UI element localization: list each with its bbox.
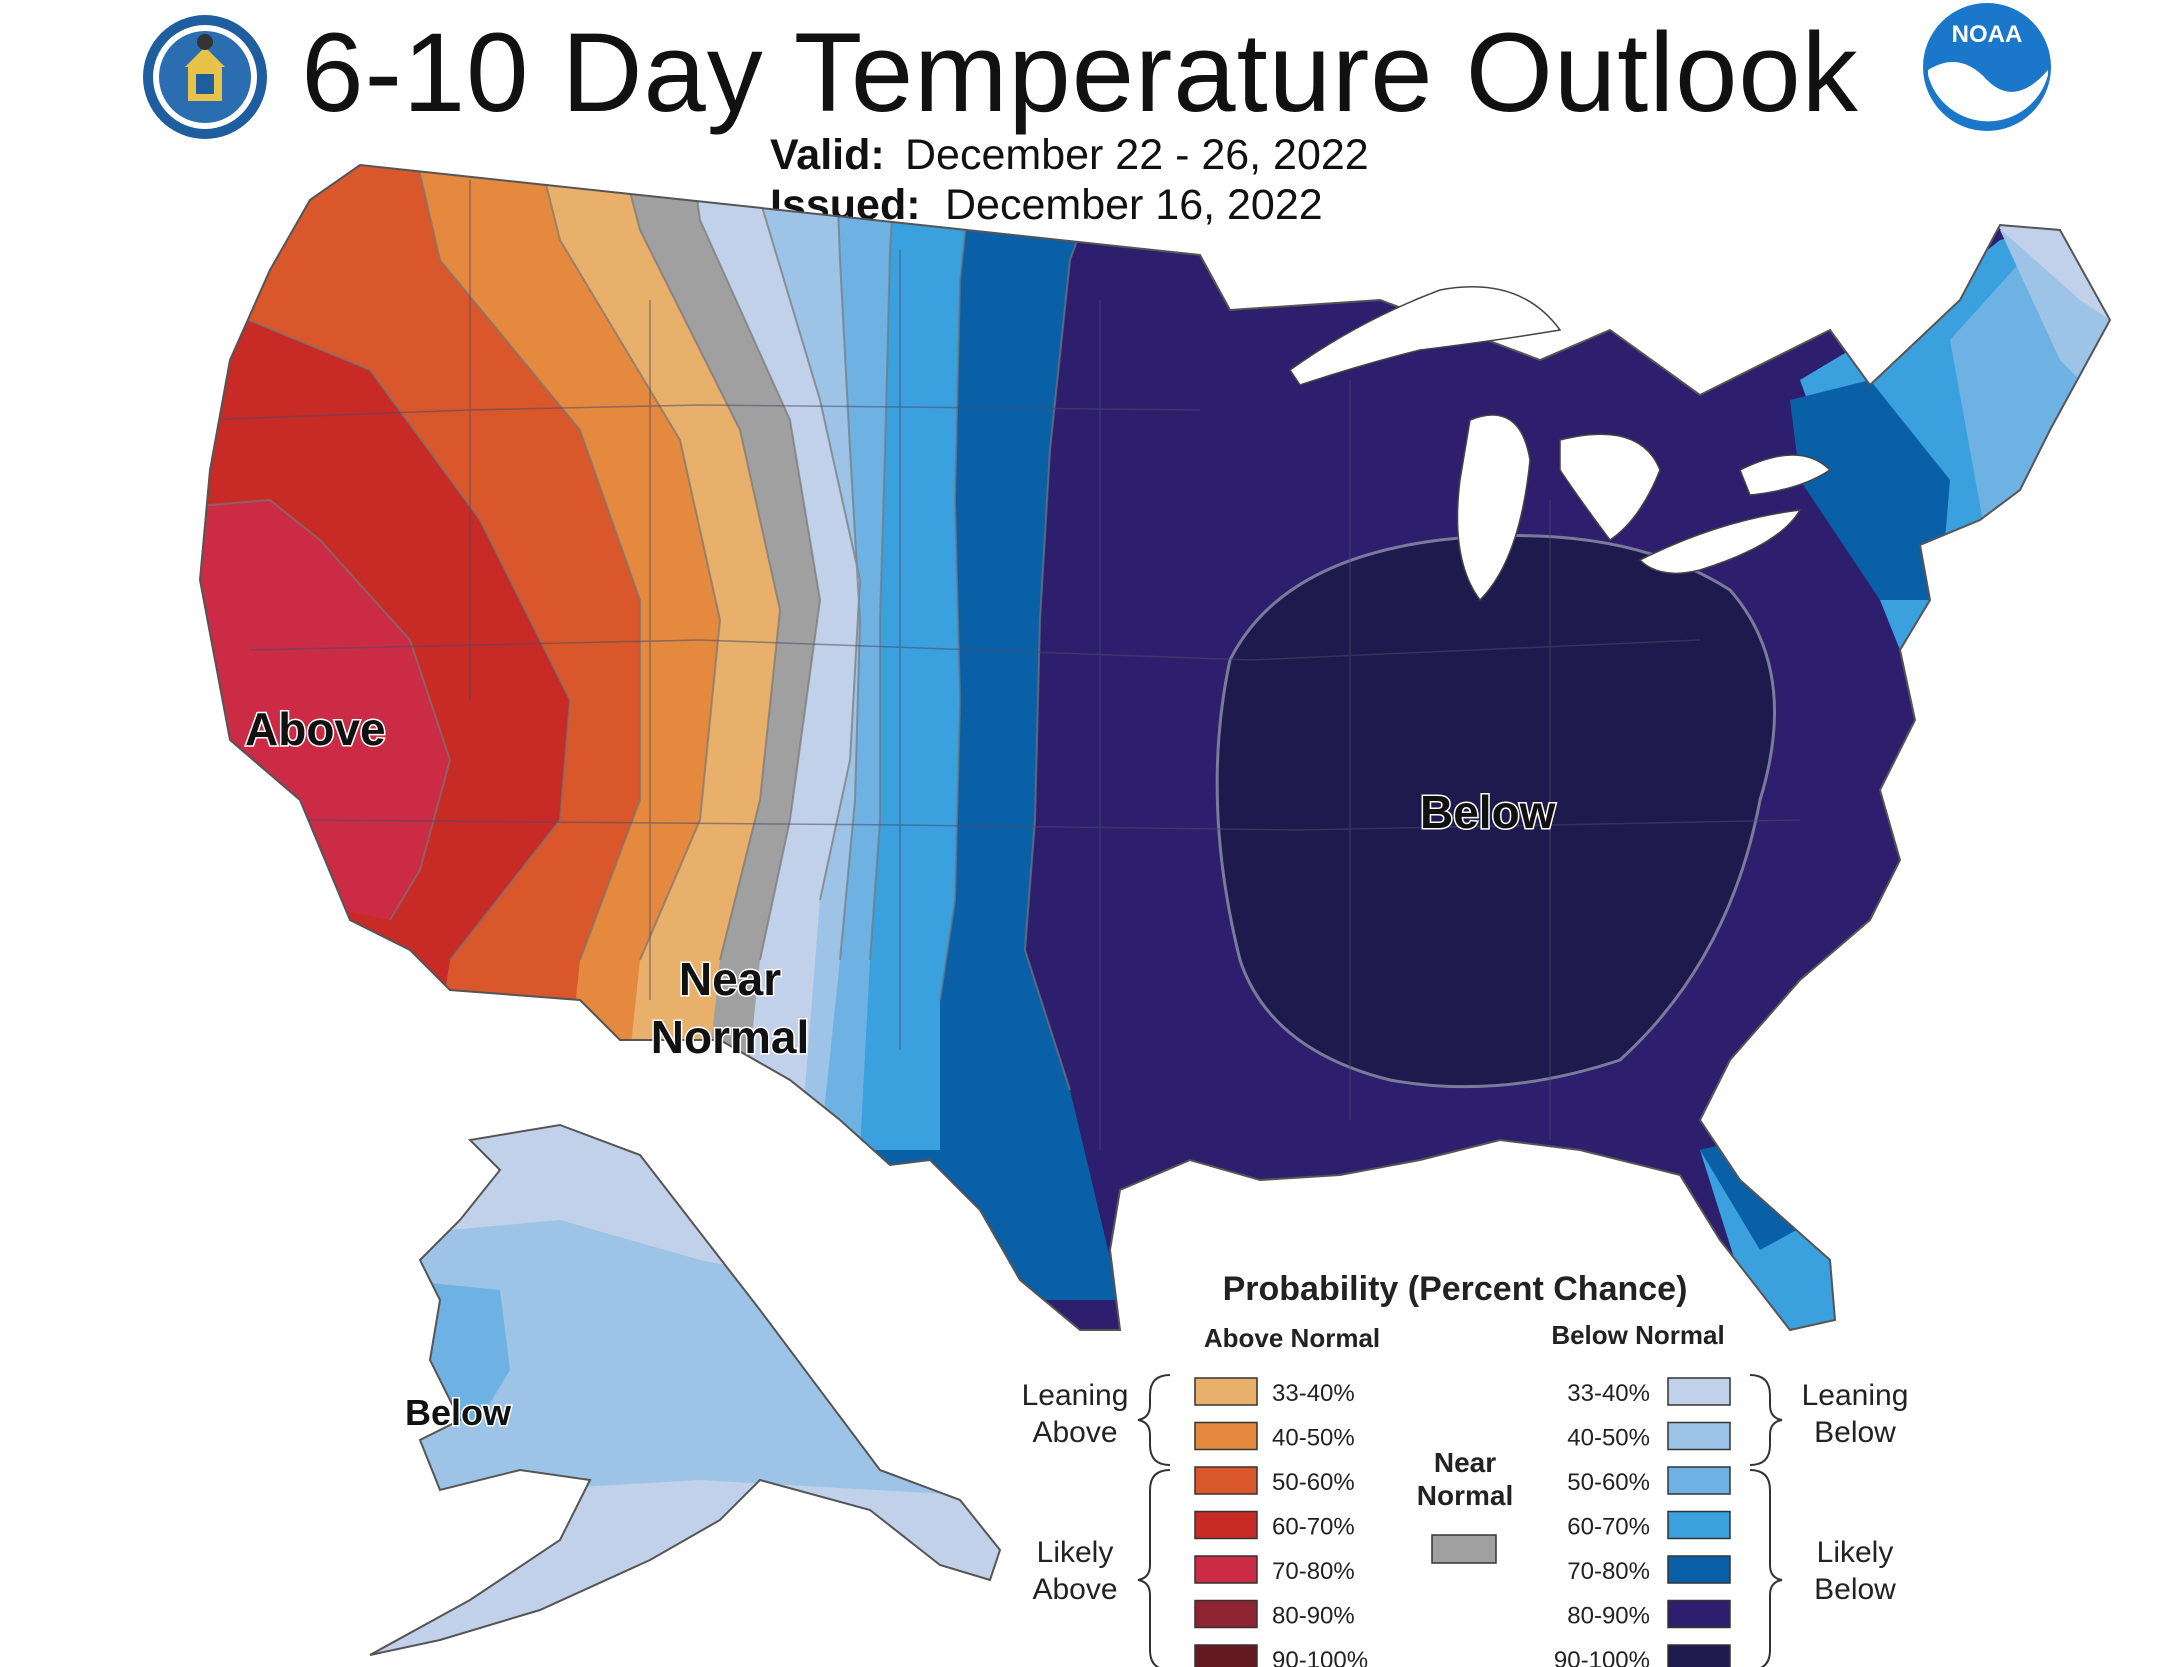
legend-above-range-4: 70-80%	[1272, 1558, 1355, 1585]
legend-above-swatch-1	[1194, 1421, 1258, 1451]
map-label-below: Below	[1420, 786, 1556, 838]
legend-braces	[1137, 1374, 1783, 1667]
map-label-near-1: Near	[679, 953, 781, 1005]
alaska-bands	[370, 1125, 1000, 1655]
map-label-above: Above	[245, 703, 386, 755]
legend-likely-below-1: Likely	[1817, 1536, 1894, 1569]
legend-above-range-6: 90-100%	[1272, 1647, 1368, 1667]
great-lakes	[1288, 286, 1832, 602]
legend-near-label-1: Near	[1434, 1447, 1496, 1478]
legend-below-range-6: 90-100%	[1554, 1647, 1650, 1667]
legend-below-range-0: 33-40%	[1567, 1380, 1650, 1407]
valid-label: Valid:	[770, 131, 885, 179]
legend-above-swatch-6	[1194, 1644, 1258, 1667]
legend-below-range-3: 60-70%	[1567, 1514, 1650, 1541]
legend-leaning-above-2: Above	[1032, 1416, 1117, 1449]
legend-above-range-0: 33-40%	[1272, 1380, 1355, 1407]
noaa-logo-text: NOAA	[1952, 21, 2023, 48]
legend-below-range-1: 40-50%	[1567, 1425, 1650, 1452]
issued-row: Issued: December 16, 2022	[770, 180, 1369, 230]
legend-above-range-5: 80-90%	[1272, 1603, 1355, 1630]
legend-below-swatch-5	[1667, 1599, 1731, 1629]
legend-above-swatch-5	[1194, 1599, 1258, 1629]
legend-likely-above-1: Likely	[1037, 1536, 1114, 1569]
legend-below-swatch-4	[1667, 1555, 1731, 1584]
valid-dates: December 22 - 26, 2022	[905, 131, 1369, 179]
legend-above-range-1: 40-50%	[1272, 1425, 1355, 1452]
legend-above-swatch-3	[1194, 1510, 1258, 1540]
legend-above-swatch-0	[1194, 1377, 1258, 1406]
legend-leaning-below-1: Leaning	[1802, 1379, 1909, 1412]
legend-above-header: Above Normal	[1204, 1323, 1380, 1353]
legend-leaning-below-2: Below	[1814, 1416, 1896, 1449]
noaa-logo: NOAA	[1923, 3, 2051, 131]
legend-leaning-above-1: Leaning	[1022, 1379, 1129, 1412]
legend: Probability (Percent Chance) Above Norma…	[1022, 1270, 1909, 1667]
map-label-alaska-below: Below	[405, 1392, 512, 1433]
legend-above-swatch-2	[1194, 1466, 1258, 1495]
legend-near-label-2: Normal	[1417, 1480, 1513, 1511]
legend-below-range-5: 80-90%	[1567, 1603, 1650, 1630]
page-title: 6-10 Day Temperature Outlook	[301, 10, 1859, 135]
issued-date: December 16, 2022	[945, 181, 1323, 229]
legend-near-swatch	[1431, 1534, 1497, 1564]
legend-likely-below-2: Below	[1814, 1573, 1896, 1606]
legend-below-swatch-1	[1667, 1421, 1731, 1451]
legend-below-range-2: 50-60%	[1567, 1469, 1650, 1496]
legend-below-swatch-0	[1667, 1377, 1731, 1406]
legend-above-range-2: 50-60%	[1272, 1469, 1355, 1496]
valid-row: Valid: December 22 - 26, 2022	[770, 130, 1369, 180]
commerce-seal-logo	[143, 15, 267, 139]
legend-below-swatches: 33-40% 40-50% 50-60% 60-70% 70-80% 80-90% 90-1…	[1554, 1377, 1731, 1667]
legend-below-range-4: 70-80%	[1567, 1558, 1650, 1585]
legend-below-header: Below Normal	[1551, 1320, 1724, 1350]
legend-below-swatch-2	[1667, 1466, 1731, 1495]
legend-title: Probability (Percent Chance)	[1223, 1270, 1688, 1308]
legend-above-range-3: 60-70%	[1272, 1514, 1355, 1541]
legend-below-swatch-3	[1667, 1510, 1731, 1540]
legend-below-swatch-6	[1667, 1644, 1731, 1667]
legend-above-swatch-4	[1194, 1555, 1258, 1584]
legend-likely-above-2: Above	[1032, 1573, 1117, 1606]
map-label-near-2: Normal	[651, 1011, 809, 1063]
date-block: Valid: December 22 - 26, 2022 Issued: Dece…	[770, 130, 1369, 230]
legend-above-swatches: 33-40% 40-50% 50-60% 60-70% 70-80% 80-90% 90-1…	[1194, 1377, 1368, 1667]
